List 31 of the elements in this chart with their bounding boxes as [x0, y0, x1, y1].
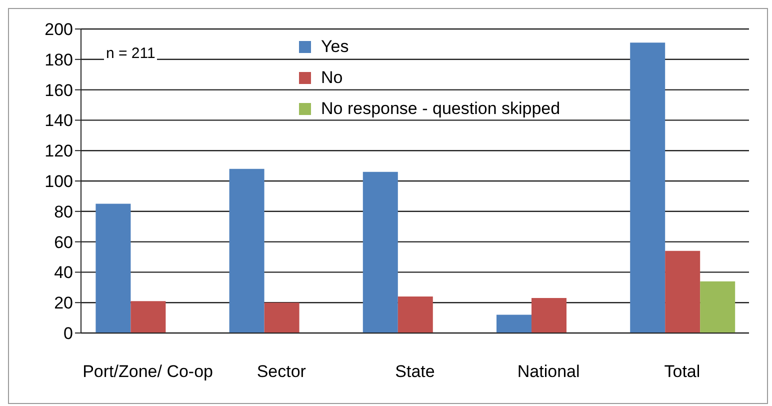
y-tick-label: 60	[54, 232, 73, 252]
y-tick-label: 120	[44, 142, 73, 161]
y-tick-label: 180	[44, 50, 73, 70]
y-tick-label: 200	[44, 20, 73, 40]
x-tick-label: Port/Zone/ Co-op	[82, 362, 214, 382]
y-tick-label: 160	[44, 80, 73, 100]
y-tick-label: 140	[44, 111, 73, 130]
bar	[264, 302, 300, 333]
legend-label: No response - question skipped	[319, 98, 562, 118]
bar	[229, 168, 264, 333]
legend-label: Yes	[319, 36, 351, 56]
x-tick-label: Sector	[256, 362, 306, 382]
x-tick-label: State	[395, 362, 435, 382]
annotation: n = 211	[104, 45, 158, 62]
bar	[700, 281, 736, 333]
bar	[496, 314, 532, 333]
bar	[531, 298, 566, 333]
bar	[398, 296, 433, 333]
bar	[630, 42, 666, 333]
y-tick-label: 40	[54, 263, 73, 282]
x-tick-label: Total	[664, 362, 700, 382]
y-tick-label: 20	[54, 294, 73, 313]
bar	[96, 204, 131, 333]
bar	[130, 301, 166, 333]
x-tick-label: National	[517, 362, 580, 382]
y-tick-label: 80	[54, 202, 73, 222]
bar	[362, 172, 398, 333]
legend-label: No	[319, 68, 345, 88]
bar	[665, 250, 700, 333]
y-tick-label: 100	[44, 172, 73, 192]
y-tick-label: 0	[64, 324, 73, 344]
